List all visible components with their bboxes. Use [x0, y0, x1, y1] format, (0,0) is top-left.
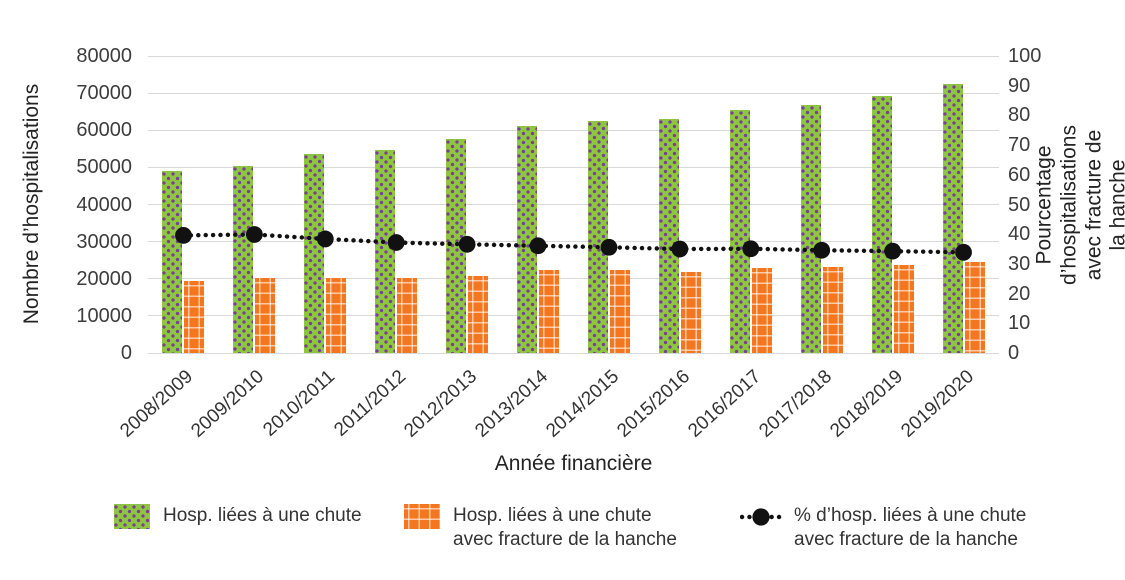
green-dotted-swatch-icon	[114, 504, 150, 529]
percent-marker-2014/2015	[600, 238, 618, 256]
right-axis-tick-label: 30	[1008, 252, 1031, 275]
bar-falls-2018/2019	[871, 96, 892, 353]
dotted-line-marker-swatch-icon	[740, 508, 786, 526]
bar-hip-fracture-2017/2018	[822, 267, 843, 353]
bar-falls-2015/2016	[658, 119, 679, 353]
left-axis-title: Nombre d’hospitalisations	[20, 83, 43, 325]
percent-marker-2019/2020	[955, 243, 972, 261]
left-axis-tick-label: 70000	[76, 82, 132, 105]
legend-item-falls: Hosp. liées à une chute	[114, 504, 362, 529]
legend-label-hip-fracture: Hosp. liées à une chute avec fracture de…	[453, 505, 677, 550]
bar-hip-fracture-2019/2020	[964, 262, 985, 353]
legend-item-percent: % d’hosp. liées à une chute avec fractur…	[740, 504, 1026, 552]
left-axis-tick-label: 30000	[76, 230, 132, 253]
right-axis-title: Pourcentage d’hospitalisations avec frac…	[1032, 125, 1125, 285]
bar-hip-fracture-2013/2014	[539, 270, 560, 353]
percent-marker-2011/2012	[387, 234, 405, 251]
bar-falls-2011/2012	[375, 149, 396, 353]
bar-hip-fracture-2018/2019	[893, 264, 914, 353]
gridline	[148, 352, 999, 354]
gridline	[148, 278, 999, 280]
legend-item-hip-fracture: Hosp. liées à une chute avec fracture de…	[404, 504, 677, 552]
bar-falls-2008/2009	[162, 170, 183, 353]
percent-marker-2010/2011	[316, 230, 334, 248]
percent-marker-2012/2013	[458, 235, 476, 253]
bar-falls-2012/2013	[446, 139, 467, 353]
left-axis-tick-label: 10000	[76, 304, 132, 327]
percent-marker-2018/2019	[884, 242, 902, 260]
percent-marker-2016/2017	[742, 240, 760, 258]
percent-marker-2013/2014	[529, 237, 547, 255]
gridline	[148, 129, 999, 131]
gridline	[148, 166, 999, 168]
bar-falls-2014/2015	[587, 120, 608, 353]
bar-hip-fracture-2016/2017	[751, 267, 772, 353]
percent-marker-2008/2009	[175, 226, 192, 244]
bar-hip-fracture-2014/2015	[609, 269, 630, 353]
bar-falls-2019/2020	[942, 83, 963, 353]
right-axis-tick-label: 20	[1008, 282, 1031, 305]
right-axis-tick-label: 90	[1008, 74, 1031, 97]
percent-line-layer	[175, 226, 972, 261]
right-axis-tick-label: 50	[1008, 193, 1031, 216]
left-axis-tick-label: 20000	[76, 267, 132, 290]
right-axis-tick-label: 100	[1008, 45, 1042, 67]
left-axis-tick-label: 60000	[76, 119, 132, 142]
right-axis-tick-label: 70	[1008, 134, 1031, 157]
left-axis-tick-label: 80000	[76, 45, 132, 67]
right-axis-tick-label: 0	[1008, 342, 1020, 364]
bar-hip-fracture-2011/2012	[397, 278, 418, 353]
right-axis-tick-label: 40	[1008, 223, 1031, 246]
percent-marker-2009/2010	[245, 226, 263, 243]
legend-label-falls: Hosp. liées à une chute	[163, 505, 362, 526]
orange-grid-swatch-icon	[404, 504, 440, 529]
bar-falls-2009/2010	[233, 165, 254, 353]
right-axis-tick-label: 10	[1008, 312, 1031, 335]
gridline	[148, 55, 999, 57]
bar-falls-2017/2018	[800, 104, 821, 353]
percent-marker-2017/2018	[813, 241, 831, 259]
gridline	[148, 315, 999, 317]
bar-falls-2016/2017	[729, 110, 750, 353]
gridline	[148, 92, 999, 94]
bar-falls-2013/2014	[517, 125, 538, 353]
x-axis-title: Année financière	[494, 452, 653, 475]
gridline	[148, 204, 999, 205]
left-axis-tick-label: 50000	[76, 156, 132, 179]
percent-dotted-line	[181, 232, 966, 255]
left-axis-tick-label: 40000	[76, 193, 132, 216]
bar-hip-fracture-2015/2016	[680, 271, 701, 353]
bar-hip-fracture-2012/2013	[468, 276, 489, 353]
percent-marker-2015/2016	[671, 240, 689, 258]
plot-area	[148, 55, 999, 354]
bar-hip-fracture-2008/2009	[184, 280, 205, 353]
legend-label-percent: % d’hosp. liées à une chute avec fractur…	[794, 505, 1027, 550]
bar-hip-fracture-2009/2010	[255, 278, 276, 353]
bar-falls-2010/2011	[304, 154, 325, 353]
bar-hip-fracture-2010/2011	[326, 278, 347, 353]
right-axis-tick-label: 80	[1008, 104, 1031, 127]
gridline	[148, 241, 999, 243]
right-axis-tick-label: 60	[1008, 163, 1031, 186]
left-axis-tick-label: 0	[120, 342, 132, 364]
